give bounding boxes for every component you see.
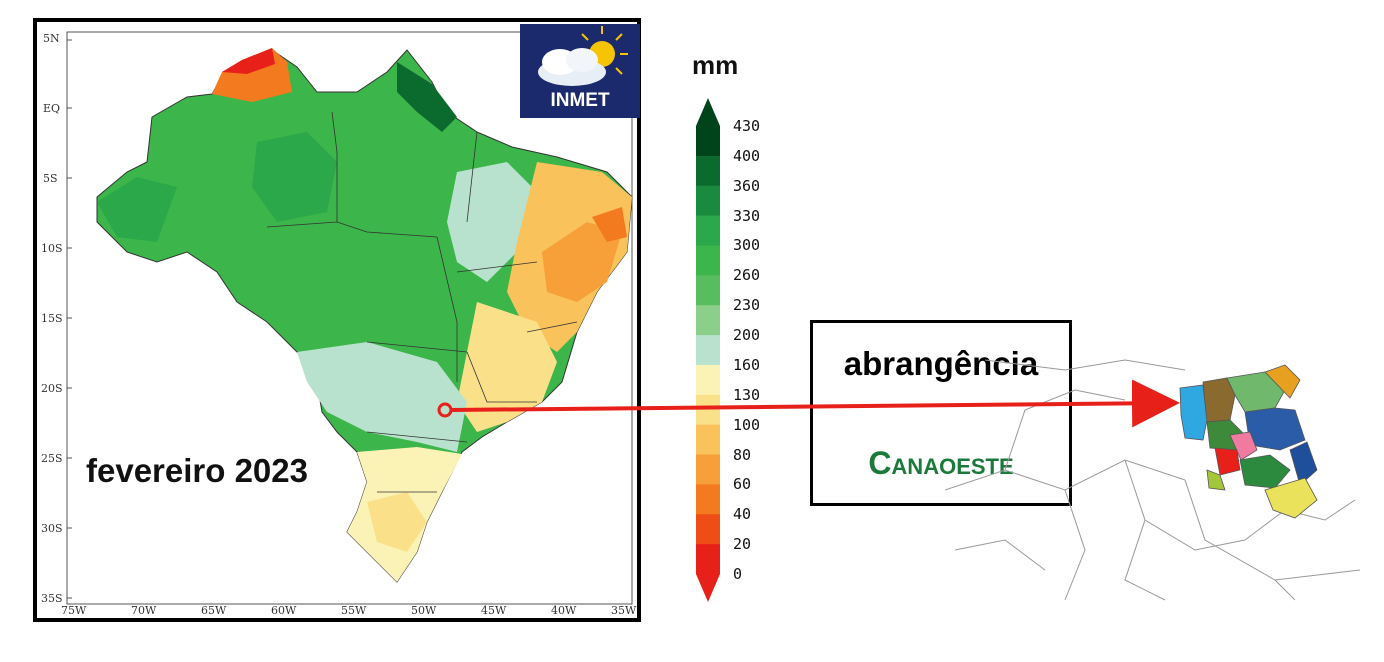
lon-label-40w: 40W — [551, 604, 577, 617]
west-amazon-shade — [97, 177, 177, 242]
amazon-region-shade — [252, 132, 337, 222]
colorbar-tick-label: 130 — [733, 385, 761, 404]
lat-label-35s: 35S — [41, 592, 63, 605]
colorbar-tick-label: 20 — [733, 535, 752, 554]
colorbar-top-arrow — [696, 98, 720, 126]
colorbar-segment — [696, 305, 720, 336]
coverage-title: abrangência — [843, 345, 1039, 382]
canaoeste-municipalities — [1179, 364, 1318, 519]
coverage-legend-box: abrangência Canaoeste — [810, 320, 1072, 506]
colorbar-tick-label: 200 — [733, 326, 761, 345]
precipitation-map-panel: 5N EQ 5S 10S 15S 20S 25S 30S 35S 75W 70W… — [33, 18, 641, 622]
municipality-lime — [1206, 469, 1226, 491]
state-borders — [266, 111, 578, 493]
colorbar-tick-label: 40 — [733, 505, 752, 524]
transition-area-1 — [447, 162, 537, 282]
lat-label-30s: 30S — [41, 522, 63, 535]
arrow-line — [450, 379, 1180, 428]
regional-coverage-map — [945, 359, 1360, 601]
lon-label-45w: 45W — [481, 604, 507, 617]
colorbar-segment — [696, 245, 720, 276]
central-transition-area — [297, 342, 467, 452]
municipality-green-2 — [1239, 454, 1291, 489]
colorbar-tick-label: 0 — [733, 565, 743, 583]
month-label: fevereiro 2023 — [86, 452, 308, 489]
axis-ticks — [67, 39, 72, 599]
colorbar-segment — [696, 484, 720, 515]
colorbar-unit-label: mm — [692, 50, 739, 80]
municipality-brown — [1202, 377, 1236, 423]
regional-borders — [945, 359, 1360, 601]
colorbar-tick-label: 360 — [733, 176, 761, 195]
colorbar-segment — [696, 185, 720, 217]
weather-cloud-sun-icon — [538, 26, 628, 86]
location-marker-circle — [437, 402, 453, 418]
lon-label-65w: 65W — [201, 604, 227, 617]
lon-label-55w: 55W — [341, 604, 367, 617]
colorbar-tick-label: 430 — [733, 117, 761, 135]
colorbar-tick-label: 330 — [733, 206, 761, 225]
lat-label-5s: 5S — [43, 172, 58, 185]
lat-label-20s: 20S — [41, 382, 63, 395]
colorbar-tick-label: 60 — [733, 475, 752, 494]
inmet-logo: INMET — [520, 24, 640, 118]
colorbar-tick-label: 260 — [733, 266, 761, 285]
lat-label-15s: 15S — [41, 312, 63, 325]
colorbar-segment — [696, 126, 720, 157]
municipality-red — [1214, 447, 1241, 476]
colorbar-segment — [696, 275, 720, 306]
southeast-dry-area — [457, 302, 557, 432]
colorbar-tick-label: 100 — [733, 415, 761, 434]
lat-label-eq: EQ — [43, 102, 61, 115]
colorbar-tick-label: 400 — [733, 146, 761, 165]
colorbar-segment — [696, 215, 720, 246]
colorbar-segment — [696, 394, 720, 426]
roraima-driest-area — [222, 48, 275, 74]
colorbar-segment — [696, 454, 720, 485]
northeast-driest-area — [592, 207, 627, 242]
brazil-precipitation-map — [66, 31, 633, 605]
colorbar-tick-label: 160 — [733, 355, 761, 374]
colorbar-segment — [696, 364, 720, 396]
lon-label-75w: 75W — [61, 604, 87, 617]
precipitation-colorbar — [696, 98, 720, 602]
municipality-blue-2 — [1289, 441, 1318, 486]
northeast-drier-area — [542, 222, 622, 302]
colorbar-segment — [696, 335, 720, 366]
lon-label-50w: 50W — [411, 604, 437, 617]
colorbar-segment — [696, 424, 720, 456]
lat-label-10s: 10S — [41, 242, 63, 255]
colorbar-segment — [696, 544, 720, 575]
colorbar-bottom-arrow — [696, 574, 720, 602]
colorbar-segment — [696, 514, 720, 545]
inmet-logo-text: INMET — [550, 90, 610, 111]
lon-label-60w: 60W — [271, 604, 297, 617]
colorbar-tick-label: 300 — [733, 236, 761, 255]
north-coast-shade — [397, 62, 457, 132]
colorbar-tick-label: 230 — [733, 296, 761, 315]
municipality-orange — [1264, 364, 1301, 399]
lat-label-25s: 25S — [41, 452, 63, 465]
lon-label-70w: 70W — [131, 604, 157, 617]
colorbar-segment — [696, 155, 720, 187]
lat-label-5n: 5N — [43, 32, 60, 45]
south-drier-area — [367, 492, 427, 552]
municipality-yellow — [1264, 477, 1318, 519]
colorbar-tick-label: 80 — [733, 445, 752, 464]
lon-label-35w: 35W — [611, 604, 637, 617]
